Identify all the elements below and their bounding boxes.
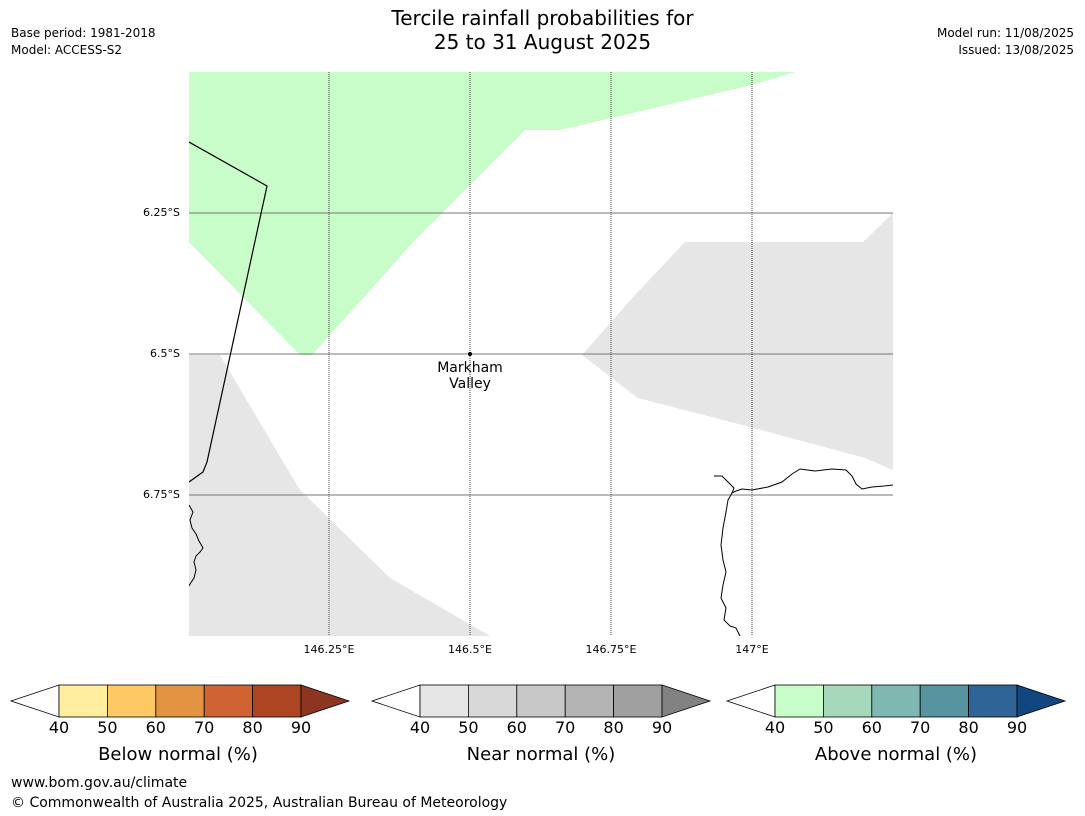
title-line-2: 25 to 31 August 2025 — [433, 30, 652, 54]
colorbar-segment — [467, 684, 518, 718]
colorbar-segment — [774, 684, 824, 718]
model-text: Model: ACCESS-S2 — [11, 43, 123, 57]
above-normal-region — [189, 72, 795, 355]
title-line-1: Tercile rainfall probabilities for — [391, 6, 694, 30]
near-normal-region-east — [582, 213, 893, 470]
place-label: Markham Valley — [410, 360, 530, 392]
map-area — [189, 72, 893, 636]
colorbar-segment — [871, 684, 921, 718]
colorbar-tick-label: 80 — [958, 718, 979, 737]
place-name-line-1: Markham — [437, 360, 503, 376]
place-name-line-2: Valley — [449, 376, 491, 392]
footer-url: www.bom.gov.au/climate — [11, 775, 188, 791]
colorbar-tick-label: 40 — [764, 718, 786, 737]
colorbar-tick-label: 50 — [458, 718, 479, 737]
coastline-east — [714, 468, 893, 495]
colorbar-tick-label: 60 — [506, 718, 527, 737]
colorbar-tick-label: 80 — [603, 718, 624, 737]
colorbar-segment — [516, 684, 566, 718]
colorbar-segment — [252, 684, 302, 718]
coastline-west — [189, 504, 204, 587]
colorbar-tick-label: 50 — [813, 718, 834, 737]
lat-label-6.25: 6.25°S — [143, 206, 180, 219]
footer-copyright: © Commonwealth of Australia 2025, Austra… — [11, 795, 508, 811]
colorbar-title-below: Below normal (%) — [98, 744, 258, 765]
colorbar-below-normal — [9, 684, 351, 718]
colorbar-tick-label: 90 — [1006, 718, 1028, 737]
colorbar-segment — [58, 684, 108, 718]
colorbar-title-above: Above normal (%) — [814, 744, 978, 765]
colorbar-tick-label: 80 — [242, 718, 263, 737]
colorbar-under-extension — [725, 684, 776, 718]
lon-label-146.25: 146.25°E — [303, 643, 355, 656]
colorbar-segment — [564, 684, 615, 718]
colorbar-tick-label: 50 — [97, 718, 118, 737]
colorbar-over-extension — [661, 684, 712, 718]
colorbar-segment — [419, 684, 469, 718]
colorbar-segment — [107, 684, 157, 718]
colorbar-over-extension — [300, 684, 351, 718]
colorbar-segment — [203, 684, 253, 718]
colorbar-segment — [155, 684, 205, 718]
lat-label-6.75: 6.75°S — [143, 488, 180, 501]
colorbar-tick-label: 70 — [910, 718, 931, 737]
colorbar-tick-label: 90 — [290, 718, 312, 737]
near-normal-region-west — [189, 355, 490, 636]
colorbar-near-normal — [370, 684, 712, 718]
model-run-text: Model run: 11/08/2025 — [936, 26, 1074, 40]
colorbar-segment — [919, 684, 970, 718]
base-period-text: Base period: 1981-2018 — [11, 26, 156, 40]
colorbar-tick-label: 90 — [651, 718, 673, 737]
colorbar-segment — [968, 684, 1018, 718]
colorbar-under-extension — [9, 684, 60, 718]
colorbar-above-normal — [725, 684, 1067, 718]
colorbar-under-extension — [370, 684, 421, 718]
colorbar-title-near: Near normal (%) — [466, 744, 616, 765]
lat-label-6.5: 6.5°S — [150, 347, 180, 360]
colorbar-over-extension — [1016, 684, 1067, 718]
colorbar-segment — [823, 684, 873, 718]
colorbar-segment — [613, 684, 663, 718]
issued-text: Issued: 13/08/2025 — [958, 43, 1074, 57]
colorbar-tick-label: 60 — [145, 718, 166, 737]
lon-label-146.75: 146.75°E — [585, 643, 637, 656]
lon-label-146.5: 146.5°E — [448, 643, 492, 656]
lon-label-147: 147°E — [735, 643, 769, 656]
colorbar-tick-label: 40 — [409, 718, 431, 737]
place-marker — [468, 352, 472, 356]
map-title: Tercile rainfall probabilities for 25 to… — [0, 6, 1085, 54]
colorbar-tick-label: 70 — [555, 718, 576, 737]
province-boundary — [189, 141, 268, 483]
colorbar-tick-label: 60 — [861, 718, 882, 737]
meta-right: Model run: 11/08/2025 Issued: 13/08/2025 — [937, 25, 1074, 59]
colorbar-tick-label: 70 — [194, 718, 215, 737]
colorbars — [9, 684, 1067, 718]
coastline-east-south — [720, 492, 741, 636]
colorbar-tick-label: 40 — [48, 718, 70, 737]
meta-left: Base period: 1981-2018 Model: ACCESS-S2 — [11, 25, 156, 59]
